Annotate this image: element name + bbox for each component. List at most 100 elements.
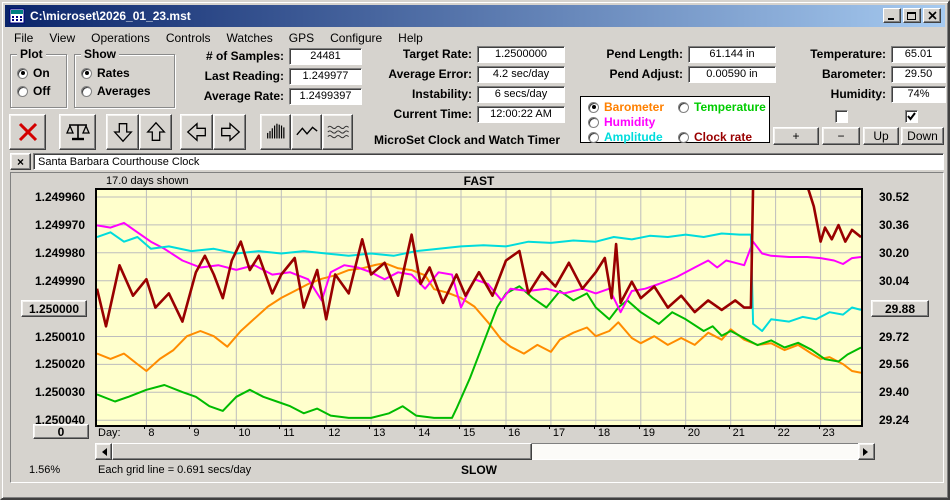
scrollbar-track[interactable] [532,443,858,460]
stat-value-field: 4.2 sec/day [477,65,565,83]
zigzag-line-icon [295,126,318,136]
day-tick-label: 9 [193,427,200,439]
comment-close-button[interactable]: × [10,153,31,170]
shift-down-button[interactable] [106,114,139,150]
histogram-view-button[interactable] [260,114,291,150]
menu-item-view[interactable]: View [49,31,76,45]
scroll-right-button[interactable] [213,114,246,150]
menu-item-gps[interactable]: GPS [288,31,315,45]
menu-item-configure[interactable]: Configure [330,31,383,45]
radio-option-averages[interactable]: Averages [81,84,151,98]
stat-label: Instability: [411,87,472,101]
radio-option-humidity[interactable]: Humidity [588,115,655,129]
day-tick-label: 18 [597,427,611,439]
chart-svg [97,190,861,425]
option-checkbox-checked[interactable] [905,110,918,123]
stat-label: Target Rate: [402,47,472,61]
stat-label: Temperature: [810,47,886,61]
stat-value-field: 1.249977 [289,67,362,85]
left-axis-tick-label: 1.249970 [34,217,85,232]
radio-option-barometer[interactable]: Barometer [588,100,664,114]
stat-label: Humidity: [830,87,886,101]
scrollbar-right-arrow[interactable] [858,443,875,460]
close-button[interactable] [923,8,941,23]
stat-label: Pend Adjust: [609,67,683,81]
title-bar[interactable]: C:\microset\2026_01_23.mst [5,5,945,27]
radio-option-clock-rate[interactable]: Clock rate [678,130,752,144]
slow-label: SLOW [461,463,497,477]
close-icon [927,11,937,20]
minimize-button[interactable] [883,8,901,23]
radio-option-amplitude[interactable]: Amplitude [588,130,663,144]
rate-plus-button[interactable]: + [773,127,819,145]
radio-icon [588,131,599,143]
radio-option-on[interactable]: On [17,66,50,80]
day-tick-mark [638,425,640,429]
day-tick-mark [144,425,146,429]
delete-button[interactable] [9,114,46,150]
day-tick-label: 11 [283,427,295,439]
day-tick-mark [593,425,595,429]
stat-row: Last Reading: 1.249977 [124,66,362,86]
stat-value-field: 24481 [289,47,362,65]
day-tick-label: 15 [463,427,476,439]
option-checkbox-unchecked[interactable] [835,110,848,123]
sample-stats: # of Samples: 24481 Last Reading: 1.249977 A… [124,46,362,106]
radio-option-rates[interactable]: Rates [81,66,130,80]
red-x-icon [18,122,37,142]
stat-row: Instability: 6 secs/day [357,84,565,104]
left-axis-tick-label: 1.249980 [34,245,85,260]
stat-label: Pend Length: [606,47,683,61]
menu-item-watches[interactable]: Watches [226,31,273,45]
comment-input[interactable] [33,153,944,170]
day-tick-mark [414,425,416,429]
stat-row: # of Samples: 24481 [124,46,362,66]
up-button[interactable]: Up [863,127,899,145]
maximize-icon [907,12,916,20]
radio-icon [17,85,28,97]
scroll-left-button[interactable] [180,114,213,150]
menu-item-help[interactable]: Help [398,31,423,45]
scrollbar-thumb[interactable] [112,443,532,460]
radio-icon [678,131,689,143]
radio-option-off[interactable]: Off [17,84,50,98]
radio-label: Amplitude [604,130,663,144]
radio-icon [81,67,92,79]
day-tick-mark [189,425,191,429]
radio-icon [17,67,28,79]
down-button[interactable]: Down [901,127,944,145]
line-view-button[interactable] [291,114,322,150]
environment-stats: Temperature: 65.01 Barometer: 29.50 Humidity… [774,44,946,104]
rate-minus-button[interactable]: − [822,127,860,145]
menu-item-operations[interactable]: Operations [91,31,150,45]
zero-reference-button[interactable]: 0 [33,424,89,439]
balance-button[interactable] [59,114,96,150]
radio-label: Temperature [694,100,766,114]
day-tick-mark [503,425,505,429]
menu-item-file[interactable]: File [14,31,34,45]
maximize-button[interactable] [903,8,921,23]
stat-value-field: 1.2500000 [477,45,565,63]
left-axis-button[interactable]: 1.250000 [21,300,87,318]
wavy-lines-icon [326,125,349,139]
stat-label: Last Reading: [204,69,284,83]
arrow-right-icon [220,122,240,142]
right-axis-tick-label: 30.04 [879,273,910,288]
right-axis-barometer: 30.52 30.36 30.20 30.04 29.88 29.72 29.56 29.40… [867,173,939,433]
scrollbar-left-arrow[interactable] [95,443,112,460]
right-axis-button[interactable]: 29.88 [871,300,929,318]
stat-row: Barometer: 29.50 [774,64,946,84]
stat-value-field: 65.01 [891,45,946,63]
multi-trace-button[interactable] [322,114,353,150]
stat-label: # of Samples: [205,49,284,63]
stat-label: Current Time: [393,107,472,121]
radio-option-temperature[interactable]: Temperature [678,100,766,114]
app-icon [9,8,25,24]
radio-label: Humidity [604,115,656,129]
series-amplitude [97,231,861,332]
right-axis-tick-label: 30.20 [879,245,910,260]
menu-item-controls[interactable]: Controls [165,31,211,45]
stat-row: Average Rate: 1.2499397 [124,86,362,106]
shift-up-button[interactable] [139,114,172,150]
arrow-down-icon [112,123,133,143]
